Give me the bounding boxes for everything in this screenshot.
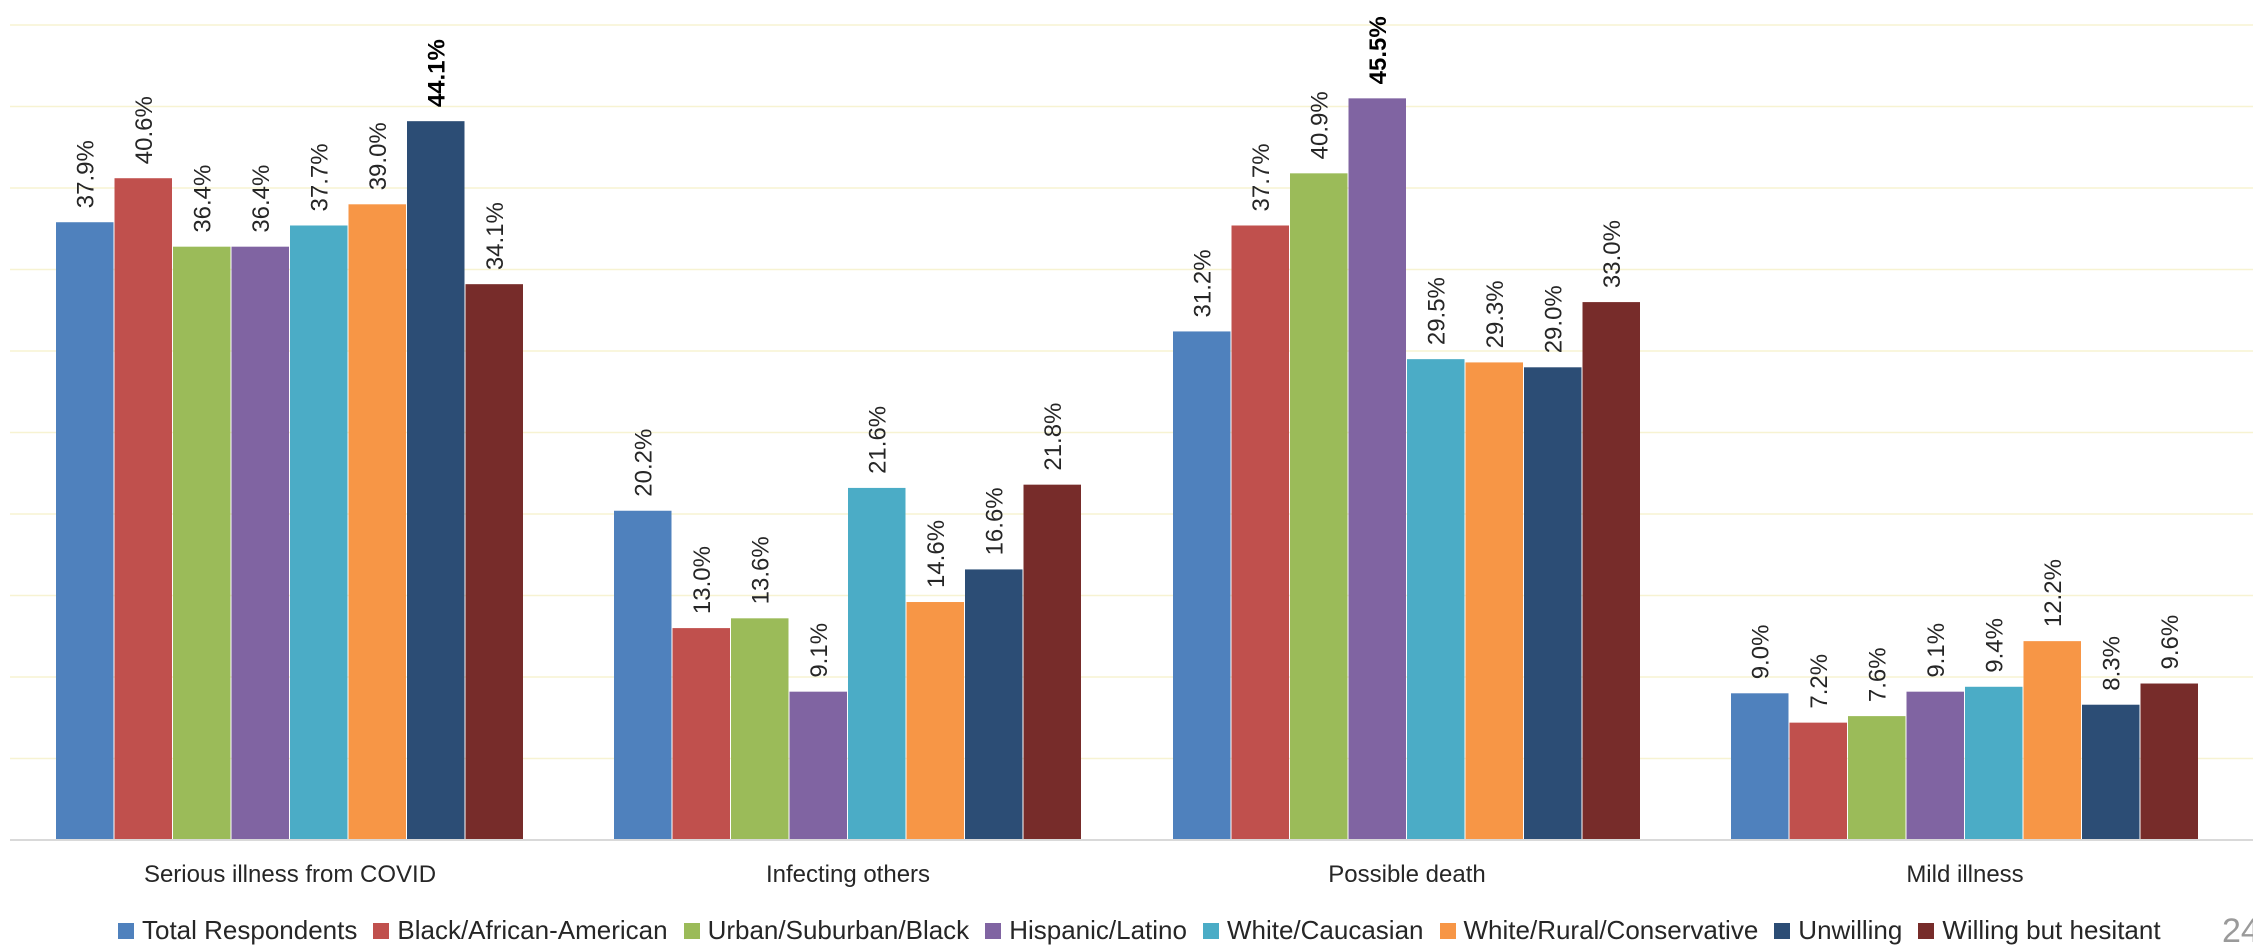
legend-item: Hispanic/Latino (985, 915, 1187, 946)
data-label: 37.7% (1248, 143, 1275, 211)
data-label: 9.1% (1923, 623, 1950, 678)
data-label: 13.0% (689, 546, 716, 614)
bar (173, 246, 231, 840)
legend-item: Total Respondents (118, 915, 357, 946)
page-number: 24 (2222, 912, 2253, 950)
legend-swatch (1202, 922, 1219, 939)
legend-item: Urban/Suburban/Black (683, 915, 970, 946)
value-labels: 37.9% 40.6% 36.4% 36.4% 37.7% 39.0% 44.1% 34.1%… (72, 16, 2184, 708)
bar (731, 618, 789, 840)
bar (1348, 98, 1406, 841)
legend-label: Hispanic/Latino (1009, 915, 1187, 945)
bar (1848, 716, 1906, 840)
legend: Total Respondents Black/African-American U… (118, 915, 2177, 946)
data-label: 36.4% (189, 165, 216, 233)
bar (231, 246, 289, 840)
category-labels: Serious illness from COVID Infecting othe… (144, 861, 2024, 888)
bar (965, 569, 1023, 840)
bar (1789, 722, 1847, 840)
legend-swatch (373, 922, 390, 939)
data-label: 44.1% (423, 39, 450, 107)
category-label: Infecting others (766, 861, 930, 888)
bar (56, 222, 114, 841)
bar (407, 121, 465, 841)
bar (1290, 173, 1348, 840)
bar (2082, 704, 2140, 840)
bar (2140, 683, 2198, 840)
bar (906, 602, 964, 840)
bar (465, 284, 523, 840)
legend-item: Willing but hesitant (1918, 915, 2161, 946)
legend-label: Total Respondents (142, 915, 358, 945)
bar (1407, 359, 1465, 840)
bar (789, 691, 847, 840)
data-label: 34.1% (482, 202, 509, 270)
data-label: 40.6% (131, 96, 158, 164)
data-label: 21.8% (1040, 403, 1067, 471)
bar (1524, 367, 1582, 840)
data-label: 33.0% (1599, 220, 1626, 288)
data-label: 12.2% (2040, 559, 2067, 627)
data-label: 9.0% (1747, 625, 1774, 680)
data-label: 14.6% (923, 520, 950, 588)
data-label: 16.6% (981, 487, 1008, 555)
category-label: Serious illness from COVID (144, 861, 436, 888)
bar (1173, 331, 1231, 840)
data-label: 13.6% (747, 536, 774, 604)
bar (1731, 693, 1789, 840)
legend-swatch (118, 922, 134, 939)
legend-swatch (683, 922, 700, 939)
data-label: 20.2% (630, 429, 657, 497)
data-label: 37.9% (72, 140, 99, 208)
bar (672, 628, 730, 840)
data-label: 45.5% (1365, 16, 1392, 84)
legend-item: White/Rural/Conservative (1439, 915, 1759, 946)
legend-item: Black/African-American (373, 915, 668, 946)
legend-label: Black/African-American (397, 915, 668, 945)
data-label: 7.2% (1806, 654, 1833, 709)
category-label: Mild illness (1906, 861, 2023, 888)
legend-label: White/Rural/Conservative (1463, 915, 1759, 945)
bar (1906, 691, 1964, 840)
bar (114, 178, 172, 841)
data-label: 21.6% (864, 406, 891, 474)
bar (348, 204, 406, 841)
bar (1231, 225, 1289, 841)
bar (1023, 484, 1081, 840)
bar (1465, 362, 1523, 840)
legend-item: Unwilling (1774, 915, 1902, 946)
legend-swatch (1918, 922, 1935, 939)
legend-label: Unwilling (1798, 915, 1903, 945)
legend-item: White/Caucasian (1202, 915, 1424, 946)
bar (1582, 302, 1640, 841)
category-label: Possible death (1328, 861, 1485, 888)
data-label: 31.2% (1189, 249, 1216, 317)
data-label: 29.3% (1482, 280, 1509, 348)
data-label: 29.0% (1540, 285, 1567, 353)
legend-swatch (1774, 922, 1791, 939)
bars (56, 98, 2198, 841)
bar (614, 510, 672, 840)
data-label: 29.5% (1423, 277, 1450, 345)
data-label: 36.4% (248, 165, 275, 233)
data-label: 9.4% (1981, 618, 2008, 673)
bar (1965, 686, 2023, 840)
data-label: 40.9% (1306, 91, 1333, 159)
data-label: 8.3% (2098, 636, 2125, 691)
bar (848, 487, 906, 840)
data-label: 9.6% (2157, 615, 2184, 670)
bar (2023, 641, 2081, 840)
data-label: 7.6% (1864, 647, 1891, 702)
legend-label: Urban/Suburban/Black (707, 915, 970, 945)
bar (290, 225, 348, 841)
data-label: 37.7% (306, 143, 333, 211)
data-label: 9.1% (806, 623, 833, 678)
legend-swatch (985, 922, 1002, 939)
data-label: 39.0% (365, 122, 392, 190)
legend-label: White/Caucasian (1226, 915, 1424, 945)
legend-label: Willing but hesitant (1942, 915, 2161, 945)
legend-swatch (1439, 922, 1456, 939)
